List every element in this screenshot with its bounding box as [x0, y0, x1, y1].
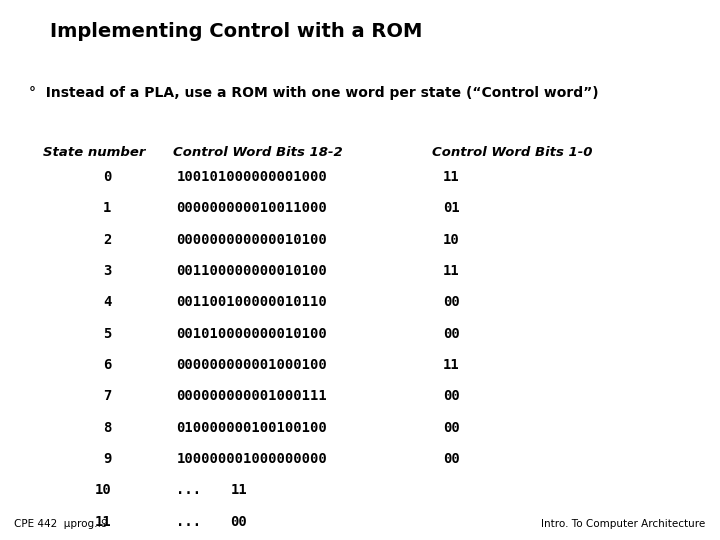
Text: 6: 6	[103, 358, 112, 372]
Text: 00: 00	[230, 515, 247, 529]
Text: Control Word Bits 1-0: Control Word Bits 1-0	[432, 146, 593, 159]
Text: 000000000000010100: 000000000000010100	[176, 233, 327, 247]
Text: Intro. To Computer Architecture: Intro. To Computer Architecture	[541, 519, 706, 529]
Text: 00: 00	[443, 452, 459, 466]
Text: CPE 442  μprog.:9: CPE 442 μprog.:9	[14, 519, 108, 529]
Text: 11: 11	[443, 358, 459, 372]
Text: 9: 9	[103, 452, 112, 466]
Text: 7: 7	[103, 389, 112, 403]
Text: ...: ...	[176, 515, 202, 529]
Text: 100101000000001000: 100101000000001000	[176, 170, 327, 184]
Text: 11: 11	[443, 264, 459, 278]
Text: 00: 00	[443, 327, 459, 341]
Text: 1: 1	[103, 201, 112, 215]
Text: Implementing Control with a ROM: Implementing Control with a ROM	[50, 22, 423, 40]
Text: 00: 00	[443, 295, 459, 309]
Text: 0: 0	[103, 170, 112, 184]
Text: Control Word Bits 18-2: Control Word Bits 18-2	[173, 146, 343, 159]
Text: 11: 11	[95, 515, 112, 529]
Text: 100000001000000000: 100000001000000000	[176, 452, 327, 466]
Text: 00: 00	[443, 421, 459, 435]
Text: 10: 10	[443, 233, 459, 247]
Text: °  Instead of a PLA, use a ROM with one word per state (“Control word”): ° Instead of a PLA, use a ROM with one w…	[29, 86, 598, 100]
Text: 010000000100100100: 010000000100100100	[176, 421, 327, 435]
Text: 11: 11	[443, 170, 459, 184]
Text: 3: 3	[103, 264, 112, 278]
Text: 5: 5	[103, 327, 112, 341]
Text: 000000000010011000: 000000000010011000	[176, 201, 327, 215]
Text: 8: 8	[103, 421, 112, 435]
Text: State number: State number	[43, 146, 145, 159]
Text: 000000000001000100: 000000000001000100	[176, 358, 327, 372]
Text: 000000000001000111: 000000000001000111	[176, 389, 327, 403]
Text: 00: 00	[443, 389, 459, 403]
Text: 11: 11	[230, 483, 247, 497]
Text: 4: 4	[103, 295, 112, 309]
Text: 001100100000010110: 001100100000010110	[176, 295, 327, 309]
Text: 10: 10	[95, 483, 112, 497]
Text: 2: 2	[103, 233, 112, 247]
Text: 01: 01	[443, 201, 459, 215]
Text: 001100000000010100: 001100000000010100	[176, 264, 327, 278]
Text: ...: ...	[176, 483, 202, 497]
Text: 001010000000010100: 001010000000010100	[176, 327, 327, 341]
